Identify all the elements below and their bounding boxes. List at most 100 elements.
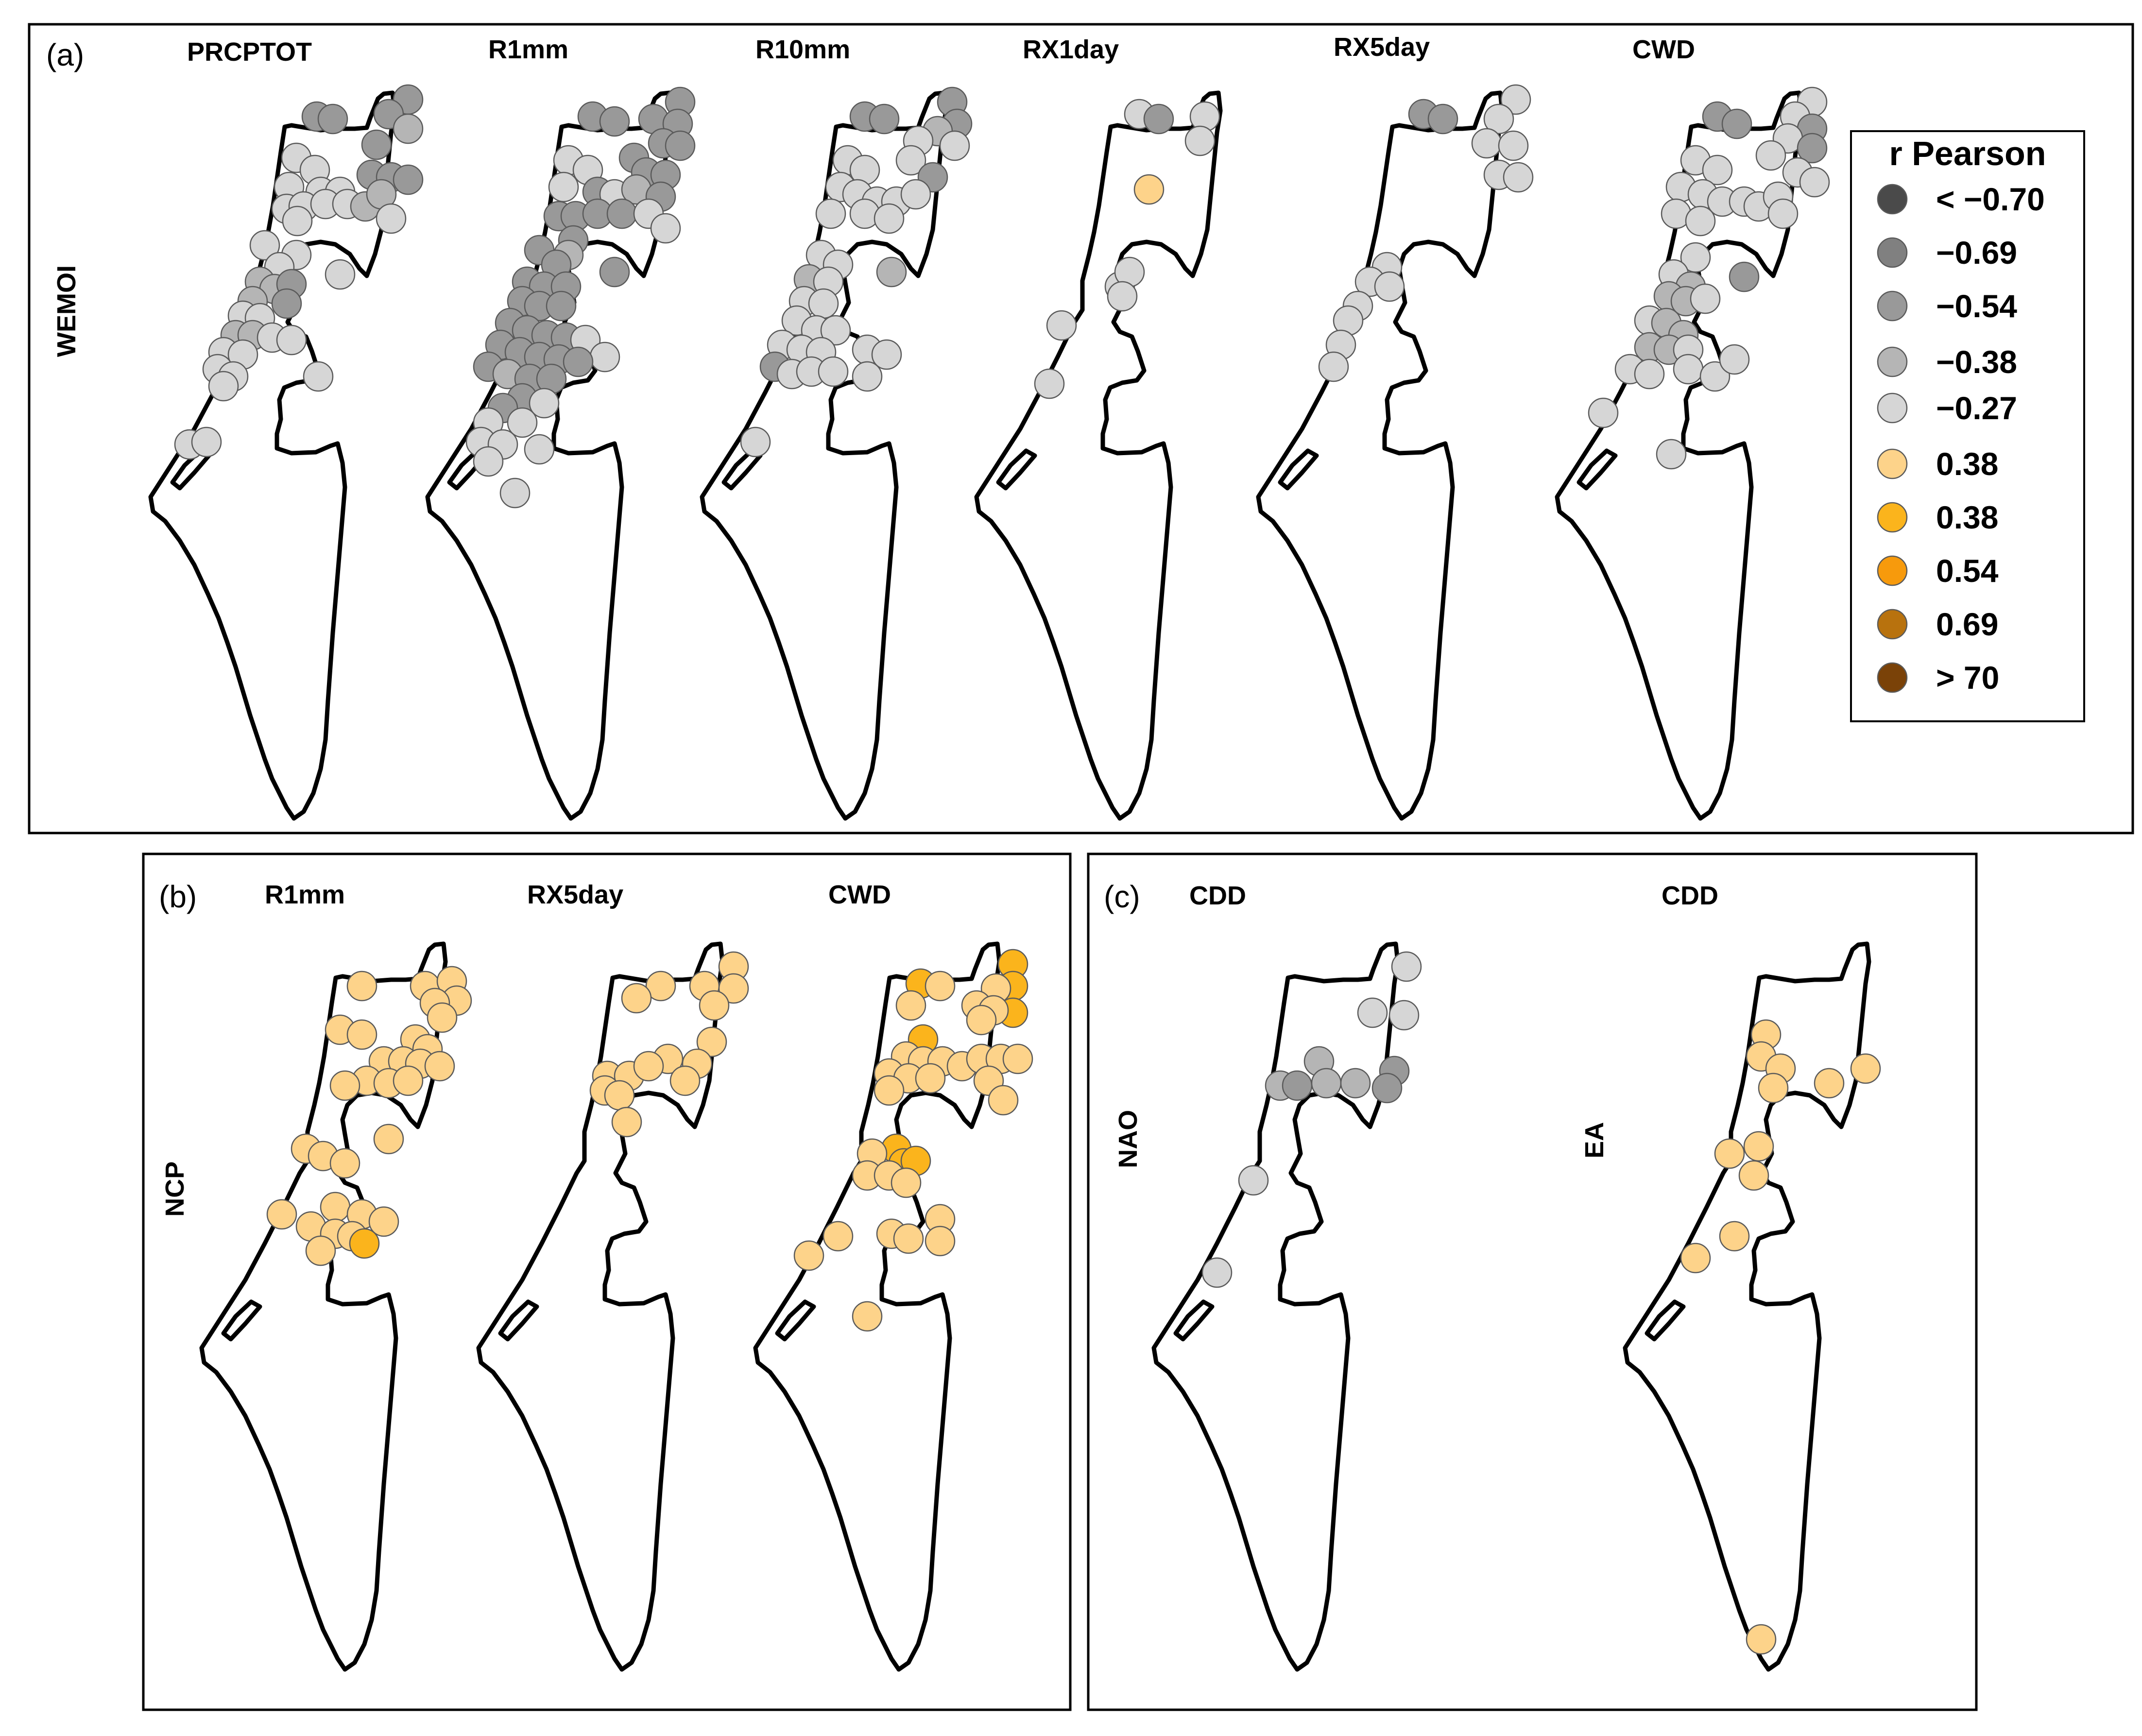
legend-swatch: [1877, 184, 1908, 215]
station-dot: [1034, 368, 1065, 399]
stations-a-cwd: [1588, 86, 1830, 470]
station-dot: [329, 1070, 360, 1101]
station-dot: [1498, 130, 1529, 161]
station-dot: [1673, 354, 1704, 385]
legend-label: −0.54: [1936, 288, 2017, 324]
station-dot: [1743, 1131, 1774, 1162]
station-dot: [1311, 1068, 1342, 1099]
station-dot: [276, 324, 307, 356]
station-dot: [599, 106, 630, 137]
station-dot: [1699, 361, 1731, 392]
station-dot: [696, 1026, 727, 1057]
station-dot: [874, 203, 905, 234]
station-dot: [1714, 1138, 1745, 1169]
legend-label: < −0.70: [1936, 181, 2045, 217]
station-dot: [1388, 1000, 1420, 1031]
station-dot: [317, 103, 348, 135]
station-dot: [191, 426, 222, 458]
map-title: PRCPTOT: [187, 37, 312, 67]
station-dot: [376, 203, 407, 234]
station-dot: [604, 1080, 635, 1111]
stations-a-r10mm: [740, 86, 973, 458]
stations-a-rx5day: [1318, 84, 1534, 382]
map-title: RX5day: [1334, 33, 1430, 62]
stations-a-rx1day: [1034, 99, 1220, 399]
station-dot: [1656, 439, 1687, 470]
legend: r Pearson < −0.70 −0.69 −0.54 −0.38 −0.27 0.3…: [1850, 130, 2085, 722]
station-dot: [1483, 103, 1514, 135]
station-dot: [599, 256, 630, 288]
station-dot: [669, 1065, 701, 1096]
station-dot: [1002, 1043, 1033, 1074]
legend-swatch: [1877, 662, 1908, 693]
panel-c-frame: [1087, 852, 1978, 1711]
legend-swatch: [1877, 502, 1908, 533]
station-dot: [699, 990, 730, 1021]
station-dot: [266, 1199, 297, 1230]
map-outline: [977, 93, 1220, 818]
station-dot: [925, 970, 956, 1002]
map-outline: [1154, 944, 1398, 1669]
station-dot: [1685, 205, 1716, 237]
station-dot: [393, 1065, 424, 1096]
row-label-ncp: NCP: [160, 1161, 189, 1217]
station-dot: [1719, 344, 1750, 375]
station-dot: [1797, 133, 1828, 164]
panel-a-frame: [28, 23, 2134, 834]
station-dot: [1184, 125, 1216, 156]
panel-a-tag: (a): [46, 37, 84, 72]
station-dot: [665, 130, 696, 161]
station-dot: [368, 1206, 399, 1237]
station-dot: [915, 1063, 946, 1094]
station-dot: [871, 339, 902, 370]
station-dot: [900, 179, 931, 210]
station-dot: [1318, 351, 1349, 382]
station-dot: [1503, 162, 1534, 193]
station-dot: [361, 129, 392, 160]
station-dot: [427, 1002, 458, 1033]
stations-c-ea: [1680, 1019, 1881, 1655]
station-dot: [893, 1223, 924, 1254]
station-dot: [424, 1051, 455, 1082]
station-dot: [499, 477, 531, 509]
map-title: CDD: [1662, 881, 1718, 910]
station-dot: [1371, 1072, 1403, 1104]
station-dot: [1746, 1624, 1777, 1655]
map-title: R1mm: [265, 880, 345, 909]
station-dot: [473, 446, 504, 477]
stations-b-r1mm: [266, 966, 472, 1266]
map-title: R1mm: [488, 35, 568, 64]
legend-swatch: [1877, 392, 1908, 424]
stations-b-rx5day: [589, 951, 749, 1138]
station-dot: [305, 1235, 336, 1266]
map-title: R10mm: [755, 35, 850, 64]
station-dot: [939, 130, 970, 161]
stations-c-nao: [1201, 951, 1422, 1288]
station-dot: [1758, 1072, 1789, 1104]
station-dot: [1500, 84, 1531, 115]
station-dot: [718, 973, 749, 1004]
map-title: CWD: [828, 880, 891, 909]
panel-b-frame: [142, 852, 1072, 1711]
map-title: RX1day: [1023, 35, 1119, 64]
station-dot: [325, 259, 356, 290]
station-dot: [548, 171, 579, 203]
station-dot: [320, 1191, 351, 1223]
map-title: CDD: [1189, 881, 1246, 910]
legend-label: −0.69: [1936, 235, 2017, 271]
map-outline: [1258, 93, 1502, 818]
station-dot: [793, 1240, 824, 1271]
station-dot: [988, 1085, 1019, 1116]
station-dot: [1721, 108, 1752, 139]
stations-b-cwd: [793, 949, 1033, 1332]
station-dot: [1738, 1160, 1769, 1191]
station-dot: [563, 346, 594, 377]
legend-swatch: [1877, 290, 1908, 322]
station-dot: [1391, 951, 1422, 982]
station-dot: [815, 198, 846, 229]
station-dot: [1046, 310, 1077, 341]
station-dot: [271, 288, 302, 319]
legend-label: −0.27: [1936, 390, 2017, 426]
row-label-wemoi: WEMOI: [52, 265, 81, 357]
